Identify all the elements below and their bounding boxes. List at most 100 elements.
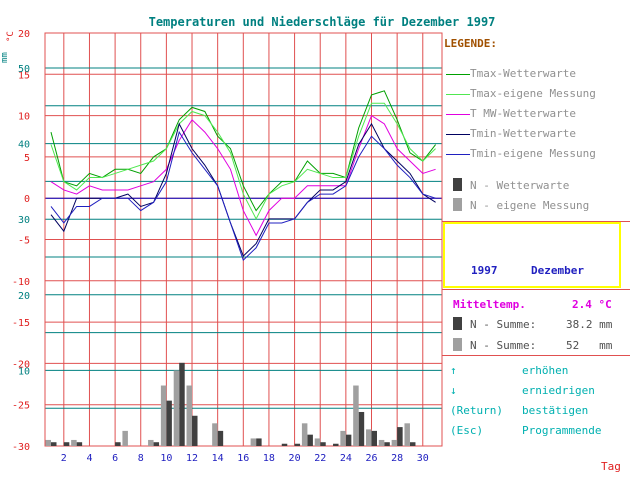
precip-bar (166, 400, 172, 446)
temp-tick-label: -15 (12, 318, 30, 329)
precip-tick-label: 10 (18, 366, 30, 377)
x-tick-label: 18 (263, 453, 275, 464)
precip-bar (301, 423, 308, 446)
precip-bar (76, 442, 83, 446)
precip-bar (384, 442, 390, 446)
precip-bar (192, 415, 198, 446)
legend-line-swatch (446, 74, 470, 75)
temp-tick-label: -20 (12, 359, 30, 370)
precip-bar (217, 430, 224, 446)
precip-bar (345, 434, 352, 446)
legend-line-label: Tmin-Wetterwarte (470, 127, 576, 140)
precip-bar (51, 442, 57, 446)
precip-tick-label: 40 (18, 140, 30, 151)
precip-bar (160, 385, 167, 446)
panel-divider (442, 355, 630, 356)
temp-tick-label: -30 (12, 442, 30, 453)
precip-bar (153, 442, 160, 446)
precip-bar (320, 442, 326, 446)
temp-tick-label: 10 (18, 112, 30, 123)
temp-series-line (50, 90, 436, 212)
precip-bar (212, 423, 218, 446)
mean-temp-label: Mitteltemp. (453, 298, 526, 311)
x-tick-label: 28 (391, 453, 403, 464)
mean-temp-value: 2.4 °C (572, 298, 612, 311)
panel-divider (442, 289, 630, 290)
legend-bar-swatch (453, 178, 462, 191)
legend-bar-swatch (453, 198, 462, 211)
precip-bar (250, 438, 257, 446)
x-tick-label: 14 (212, 453, 224, 464)
precip-tick-label: 20 (18, 291, 30, 302)
x-tick-label: 30 (417, 453, 429, 464)
legend-line-label: T MW-Wetterwarte (470, 107, 576, 120)
x-tick-label: 2 (61, 453, 67, 464)
x-tick-label: 8 (138, 453, 144, 464)
period-month: Dezember (531, 264, 584, 277)
control-key: ↑ (450, 364, 457, 377)
x-tick-label: 10 (160, 453, 172, 464)
precip-bar (45, 439, 51, 446)
control-action: bestätigen (522, 404, 589, 417)
sum1-value: 38.2 mm (566, 318, 613, 331)
precip-bar (404, 423, 410, 446)
legend-line-swatch (446, 114, 470, 115)
x-tick-label: 12 (186, 453, 198, 464)
precip-bar (281, 443, 288, 446)
precip-bar (397, 427, 403, 446)
panel-divider (442, 221, 630, 222)
legend-line-label: Tmax-Wetterwarte (470, 67, 576, 80)
legend-line-swatch (446, 134, 470, 135)
x-tick-label: 24 (340, 453, 352, 464)
precip-bar (307, 434, 313, 446)
temp-tick-label: 20 (18, 29, 30, 40)
precip-bar (353, 385, 359, 446)
period-box: 1997 Dezember (443, 222, 621, 288)
temp-series-line (50, 114, 436, 237)
precip-bar (256, 438, 262, 446)
temp-tick-label: 15 (18, 70, 30, 81)
precip-unit-label: mm (0, 52, 10, 63)
precip-bar (409, 442, 416, 446)
temp-tick-label: -10 (12, 277, 30, 288)
precip-bar (115, 442, 121, 446)
x-tick-label: 6 (112, 453, 118, 464)
precip-bar (358, 411, 365, 446)
precip-bar (371, 430, 377, 446)
chart-title: Temperaturen und Niederschläge für Dezem… (149, 15, 496, 29)
precip-bar (333, 443, 339, 446)
temp-tick-label: -5 (18, 236, 30, 247)
control-key: (Esc) (450, 424, 484, 437)
legend-bar-label: N - eigene Messung (470, 199, 590, 212)
legend-heading: LEGENDE: (444, 37, 497, 50)
precip-bar (173, 370, 180, 446)
temp-series-line (50, 130, 436, 262)
x-axis-label: Tag (601, 460, 621, 473)
x-tick-label: 16 (237, 453, 249, 464)
temp-lines (50, 90, 436, 262)
control-action: erniedrigen (522, 384, 595, 397)
period-year: 1997 (471, 264, 498, 277)
x-tick-label: 22 (314, 453, 326, 464)
x-tick-label: 20 (289, 453, 301, 464)
precip-bar (391, 439, 398, 446)
legend-line-swatch (446, 94, 470, 95)
precip-bar (366, 429, 372, 446)
precip-bar (63, 442, 70, 446)
precip-tick-label: 50 (18, 64, 30, 75)
temp-tick-label: 0 (24, 194, 30, 205)
precip-bar (122, 430, 128, 446)
legend-line-label: Tmin-eigene Messung (470, 147, 596, 160)
legend-line-swatch (446, 154, 470, 155)
precip-bar (378, 439, 385, 446)
x-tick-label: 26 (365, 453, 377, 464)
sum1-label: N - Summe: (470, 318, 537, 331)
x-tick-label: 4 (86, 453, 92, 464)
precip-bar (186, 385, 193, 446)
temp-unit-label: °C (6, 31, 16, 42)
precip-tick-label: 30 (18, 215, 30, 226)
precip-bar (71, 439, 77, 446)
control-key: ↓ (450, 384, 457, 397)
